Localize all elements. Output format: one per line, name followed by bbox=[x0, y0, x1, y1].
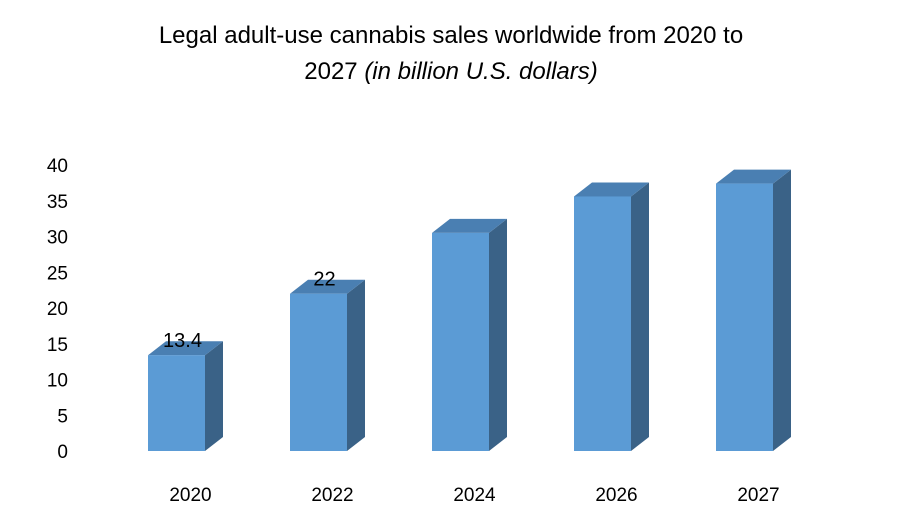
y-tick-label: 40 bbox=[47, 156, 68, 177]
y-tick-label: 10 bbox=[47, 371, 68, 392]
bar-side bbox=[347, 279, 365, 451]
bar bbox=[716, 183, 773, 451]
bar bbox=[148, 355, 205, 451]
x-tick-label: 2022 bbox=[311, 485, 353, 506]
bar bbox=[574, 196, 631, 451]
bar bbox=[432, 232, 489, 451]
chart-title: Legal adult-use cannabis sales worldwide… bbox=[0, 18, 902, 90]
data-label: 22 bbox=[313, 269, 335, 291]
y-tick-label: 20 bbox=[47, 299, 68, 320]
bar-top bbox=[148, 341, 223, 356]
y-tick-label: 0 bbox=[57, 442, 68, 463]
bar bbox=[290, 293, 347, 451]
bar-side bbox=[773, 169, 791, 451]
y-tick-label: 25 bbox=[47, 263, 68, 284]
y-tick-label: 35 bbox=[47, 192, 68, 213]
chart-title-line1: Legal adult-use cannabis sales worldwide… bbox=[158, 22, 744, 49]
data-label: 13.4 bbox=[163, 330, 202, 352]
chart-title-line2: 2027 (in billion U.S. dollars) bbox=[0, 54, 902, 90]
x-tick-label: 2024 bbox=[453, 485, 496, 506]
chart-title-years: 2027 bbox=[304, 58, 358, 85]
y-tick-label: 15 bbox=[47, 335, 68, 356]
y-tick-label: 30 bbox=[47, 228, 68, 249]
y-tick-label: 5 bbox=[57, 406, 68, 427]
bar-side bbox=[489, 218, 507, 451]
x-tick-label: 2027 bbox=[737, 485, 779, 506]
bar-top bbox=[716, 169, 791, 184]
bar-top bbox=[290, 279, 365, 294]
bar-side bbox=[205, 341, 223, 451]
bar-top bbox=[574, 182, 649, 197]
x-tick-label: 2020 bbox=[169, 485, 211, 506]
chart-title-unit: (in billion U.S. dollars) bbox=[364, 58, 598, 85]
x-tick-label: 2026 bbox=[595, 485, 637, 506]
bar-side bbox=[631, 182, 649, 451]
bar-top bbox=[432, 218, 507, 233]
